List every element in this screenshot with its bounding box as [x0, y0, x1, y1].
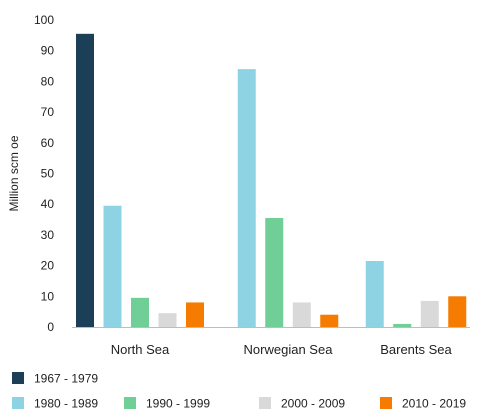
- legend-label: 2010 - 2019: [402, 397, 466, 411]
- legend-label: 1967 - 1979: [34, 372, 98, 386]
- y-axis-ticks: 0 10 20 30 40 50 60 70 80 90 100: [34, 13, 54, 334]
- y-tick-label: 20: [41, 259, 55, 273]
- y-tick-label: 70: [41, 105, 55, 119]
- legend-item: 1980 - 1989: [12, 397, 98, 411]
- legend-item: 2010 - 2019: [380, 397, 466, 411]
- y-tick-label: 100: [34, 13, 54, 27]
- y-tick-label: 0: [47, 320, 54, 334]
- y-tick-label: 50: [41, 167, 55, 181]
- legend-swatch: [124, 397, 136, 409]
- y-tick-label: 80: [41, 74, 55, 88]
- y-tick-label: 90: [41, 44, 55, 58]
- bar: [320, 314, 339, 327]
- category-label: Barents Sea: [380, 342, 452, 357]
- bar: [292, 302, 311, 327]
- legend-swatch: [259, 397, 271, 409]
- bar: [103, 205, 122, 327]
- legend-swatch: [12, 372, 24, 384]
- bar: [158, 313, 177, 327]
- legend-label: 2000 - 2009: [281, 397, 345, 411]
- category-label: Norwegian Sea: [244, 342, 334, 357]
- y-tick-label: 40: [41, 197, 55, 211]
- bars: [76, 33, 467, 328]
- legend-item: 1967 - 1979: [12, 372, 98, 386]
- bar: [265, 218, 284, 327]
- bar: [448, 296, 467, 327]
- bar: [76, 33, 94, 327]
- y-tick-label: 10: [41, 289, 55, 303]
- legend-swatch: [380, 397, 392, 409]
- legend-label: 1980 - 1989: [34, 397, 98, 411]
- legend-item: 1990 - 1999: [124, 397, 210, 411]
- bar: [420, 300, 439, 327]
- legend: 1967 - 1979 1980 - 1989 1990 - 1999 2000 - …: [12, 372, 466, 411]
- bar: [365, 260, 384, 327]
- category-labels: North Sea Norwegian Sea Barents Sea: [111, 342, 453, 357]
- legend-swatch: [12, 397, 24, 409]
- y-tick-label: 30: [41, 228, 55, 242]
- y-axis-title: Million scm oe: [7, 135, 21, 211]
- bar: [131, 297, 149, 327]
- y-tick-label: 60: [41, 136, 55, 150]
- legend-label: 1990 - 1999: [146, 397, 210, 411]
- legend-item: 2000 - 2009: [259, 397, 345, 411]
- category-label: North Sea: [111, 342, 170, 357]
- bar: [237, 69, 256, 328]
- bar: [186, 302, 204, 327]
- bar: [393, 323, 412, 327]
